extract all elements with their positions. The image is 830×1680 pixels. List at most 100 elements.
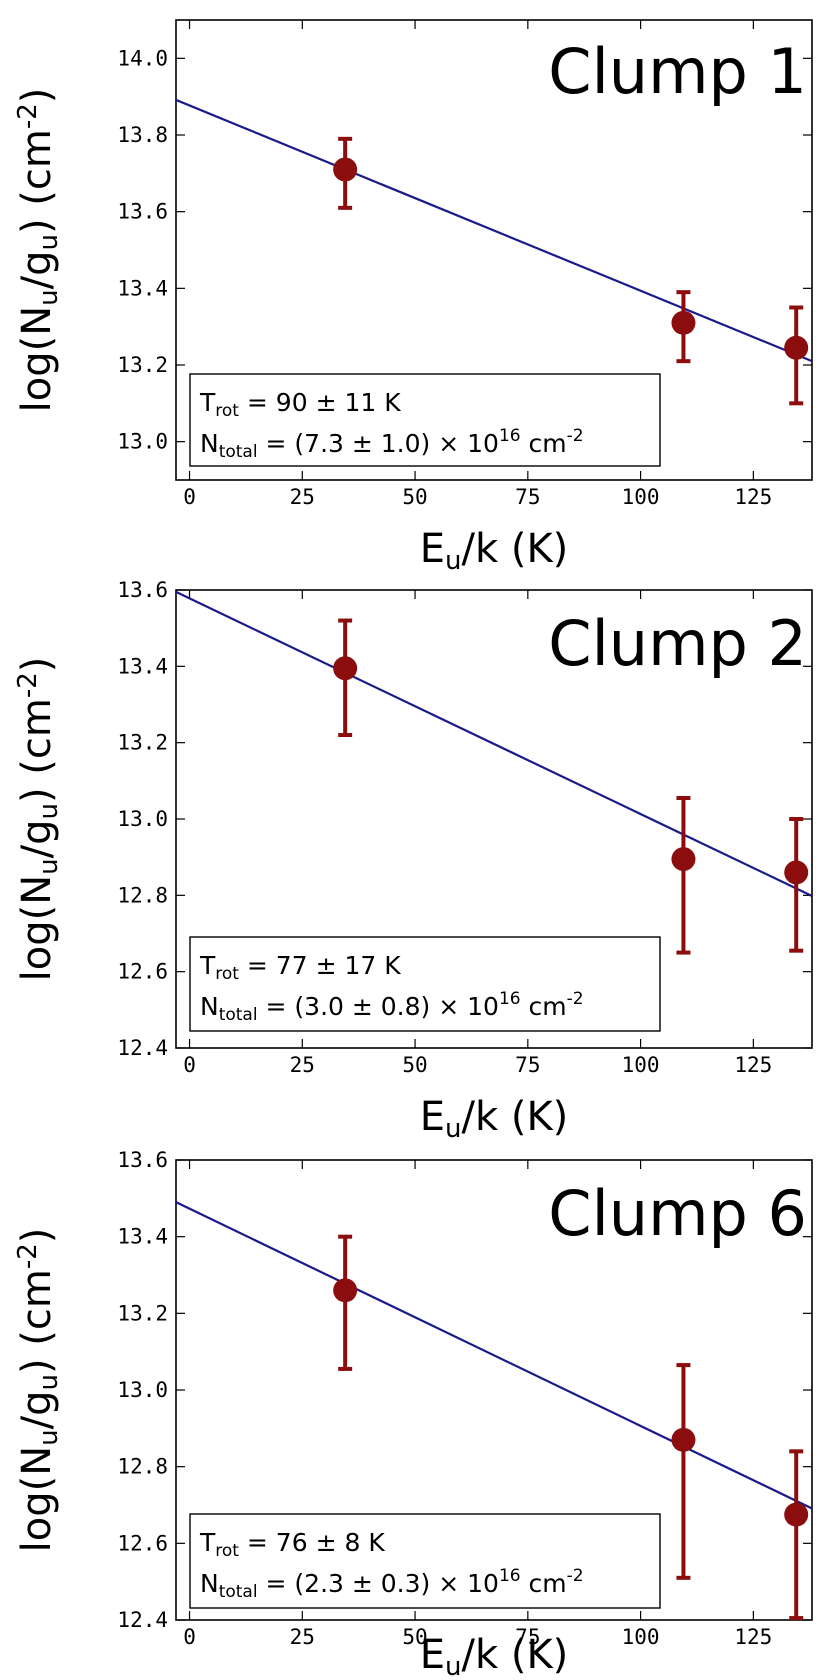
y-label-sup: -2 [13,672,43,698]
y-tick-label: 12.8 [117,883,168,907]
y-label-sub: u [34,858,64,874]
annotation-ntotal-exp: 16 [499,426,521,446]
annotation-trot-symbol: T [199,951,216,980]
x-tick-label: 125 [734,1625,772,1649]
x-axis-label: Eu/k (K) [420,1632,569,1680]
y-tick-label: 13.4 [117,654,168,678]
y-tick-label: 13.6 [117,200,168,224]
data-point [333,1278,358,1303]
x-axis-label-rest: /k (K) [461,1632,568,1678]
annotation-ntotal-value: = (7.3 ± 1.0) × 10 [258,429,499,458]
data-point [671,847,696,872]
x-axis-label-sub: u [445,1652,461,1680]
annotation-ntotal-symbol: N [200,429,219,458]
y-label-part: ) (cm [14,698,60,803]
y-tick-label: 13.4 [117,1225,168,1249]
annotation-ntotal: Ntotal = (3.0 ± 0.8) × 1016 cm-2 [200,989,584,1025]
x-tick-label: 75 [515,1625,540,1649]
annotation-ntotal: Ntotal = (2.3 ± 0.3) × 1016 cm-2 [200,1566,584,1602]
plot-frame [175,19,813,481]
y-tick-label: 12.8 [117,1455,168,1479]
x-tick-label: 0 [183,485,196,509]
annotation-ntotal-unit-exp: -2 [567,1566,584,1586]
annotation-trot: Trot = 77 ± 17 K [199,951,401,984]
annotation-ntotal-unit: cm [521,429,567,458]
y-label-sub: u [34,1429,64,1445]
x-tick-label: 75 [515,485,540,509]
y-label-sup: -2 [13,103,43,129]
x-axis-label-main: E [420,1632,445,1678]
y-label-part: ) [14,657,60,673]
x-tick-label: 125 [734,485,772,509]
y-label-part: /g [14,1391,60,1430]
annotation-trot-value: = 76 ± 8 K [239,1528,385,1557]
y-axis-label: log(Nu/gu) (cm-2) [13,657,64,982]
annotation-ntotal-sub: total [219,442,258,462]
x-tick-label: 100 [622,485,660,509]
annotation-ntotal-sub: total [219,1005,258,1025]
y-label-part: /g [14,820,60,859]
x-tick-label: 75 [515,1053,540,1077]
y-tick-label: 13.0 [117,807,168,831]
data-point [784,1502,809,1527]
x-tick-label: 25 [290,1053,315,1077]
x-tick-label: 0 [183,1053,196,1077]
x-axis-label-main: E [420,526,445,572]
y-tick-label: 13.2 [117,1301,168,1325]
annotation-ntotal-value: = (3.0 ± 0.8) × 10 [258,992,499,1021]
y-axis-label: log(Nu/gu) (cm-2) [13,1228,64,1553]
data-point [784,335,809,360]
y-tick-label: 14.0 [117,46,168,70]
y-tick-label: 12.4 [117,1036,168,1060]
annotation-ntotal-symbol: N [200,1569,219,1598]
y-label-sub: u [34,234,64,250]
annotation-ntotal-unit: cm [521,992,567,1021]
x-tick-label: 25 [290,485,315,509]
y-tick-label: 13.8 [117,123,168,147]
x-axis-label: Eu/k (K) [420,1094,569,1144]
y-label-sup: -2 [13,1243,43,1269]
annotation-ntotal: Ntotal = (7.3 ± 1.0) × 1016 cm-2 [200,426,584,462]
annotation-box [189,936,661,1032]
annotation-trot-sub: rot [215,1541,239,1561]
y-label-part: /g [14,251,60,290]
x-axis-label-sub: u [445,1114,461,1144]
annotation-ntotal-unit-exp: -2 [567,426,584,446]
x-axis-label: Eu/k (K) [420,526,569,576]
chart-panel-2: 0 25 50 75 100 125 12.4 12.6 12.8 13.0 13.2 13.4 13.… [13,578,813,1144]
y-label-sub: u [34,289,64,305]
y-tick-label: 12.6 [117,960,168,984]
x-tick-label: 125 [734,1053,772,1077]
y-label-part: ) [14,88,60,104]
y-tick-label: 12.6 [117,1531,168,1555]
annotation-ntotal-symbol: N [200,992,219,1021]
annotation-trot: Trot = 76 ± 8 K [199,1528,385,1561]
y-tick-label: 13.0 [117,1378,168,1402]
panel-title: Clump 6 [548,1177,807,1250]
data-point [671,1427,696,1452]
x-tick-label: 100 [622,1053,660,1077]
annotation-box [189,373,661,467]
annotation-trot-value: = 77 ± 17 K [239,951,401,980]
y-label-part: ) (cm [14,1269,60,1374]
y-label-sub: u [34,803,64,819]
y-tick-label: 13.6 [117,578,168,602]
panel-title: Clump 2 [548,607,807,680]
fit-line [176,98,812,363]
panel-title: Clump 1 [548,35,807,108]
annotation-box [189,1513,661,1609]
fit-line [176,1201,812,1510]
chart-panel-1: 0 25 50 75 100 125 13.0 13.2 13.4 13.6 13.8 14.0 Clu… [13,19,813,576]
annotation-trot-symbol: T [199,388,216,417]
y-label-sub: u [34,1374,64,1390]
y-axis-label: log(Nu/gu) (cm-2) [13,88,64,413]
x-axis-label-main: E [420,1094,445,1140]
x-tick-label: 100 [622,1625,660,1649]
data-point [784,860,809,885]
x-tick-label: 0 [183,1625,196,1649]
data-point [671,310,696,335]
x-tick-label: 50 [402,1625,427,1649]
x-tick-label: 50 [402,485,427,509]
annotation-trot-sub: rot [215,401,239,421]
